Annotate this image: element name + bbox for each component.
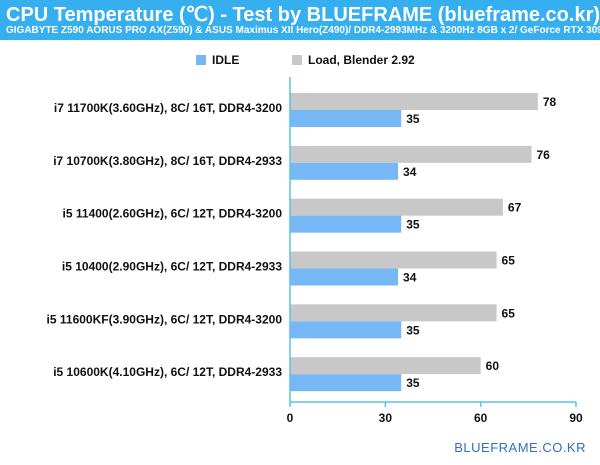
- category-label: i5 11400(2.60GHz), 6C/ 12T, DDR4-3200: [63, 207, 283, 221]
- data-label-idle: 35: [406, 112, 420, 126]
- bar-load: [290, 198, 503, 216]
- legend-swatch-1: [292, 55, 302, 65]
- x-tick-label: 0: [287, 411, 294, 425]
- bar-idle: [290, 215, 402, 233]
- data-label-idle: 34: [403, 271, 417, 285]
- data-label-load: 76: [537, 148, 551, 162]
- x-tick-label: 60: [474, 411, 488, 425]
- chart-subtitle: GIGABYTE Z590 AORUS PRO AX(Z590) & ASUS …: [6, 25, 600, 36]
- data-label-idle: 35: [406, 323, 420, 337]
- header-banner: CPU Temperature (℃) - Test by BLUEFRAME …: [0, 0, 600, 40]
- legend-swatch-0: [196, 55, 206, 65]
- bar-load: [290, 145, 532, 163]
- data-label-load: 65: [502, 254, 516, 268]
- legend-label-1: Load, Blender 2.92: [308, 53, 415, 67]
- bar-load: [290, 93, 538, 110]
- bar-idle: [290, 321, 402, 339]
- plot-area: i7 11700K(3.60GHz), 8C/ 16T, DDR4-3200 78…: [47, 77, 583, 425]
- bar-load: [290, 304, 497, 322]
- data-label-load: 67: [508, 201, 522, 215]
- bar-load: [290, 357, 481, 375]
- category-label: i5 10400(2.90GHz), 6C/ 12T, DDR4-2933: [62, 260, 282, 274]
- chart-title: CPU Temperature (℃) - Test by BLUEFRAME …: [6, 4, 600, 26]
- data-label-load: 60: [486, 359, 500, 373]
- legend: IDLE Load, Blender 2.92: [196, 53, 415, 67]
- category-label: i7 10700K(3.80GHz), 8C/ 16T, DDR4-2933: [53, 154, 282, 168]
- x-tick-label: 30: [379, 411, 393, 425]
- data-label-load: 65: [502, 306, 516, 320]
- data-label-idle: 34: [403, 165, 417, 179]
- watermark: BLUEFRAME.CO.KR: [454, 440, 586, 455]
- x-tick-label: 90: [569, 411, 583, 425]
- data-label-load: 78: [543, 95, 557, 109]
- bar-idle: [290, 162, 399, 180]
- bar-idle: [290, 374, 402, 392]
- bar-load: [290, 251, 497, 269]
- legend-label-0: IDLE: [212, 53, 239, 67]
- bar-idle: [290, 110, 402, 127]
- category-label: i7 11700K(3.60GHz), 8C/ 16T, DDR4-3200: [54, 101, 282, 115]
- category-label: i5 11600KF(3.90GHz), 6C/ 12T, DDR4-3200: [47, 312, 283, 326]
- data-label-idle: 35: [406, 376, 420, 390]
- bar-idle: [290, 268, 399, 286]
- data-label-idle: 35: [406, 218, 420, 232]
- category-label: i5 10600K(4.10GHz), 6C/ 12T, DDR4-2933: [53, 365, 282, 379]
